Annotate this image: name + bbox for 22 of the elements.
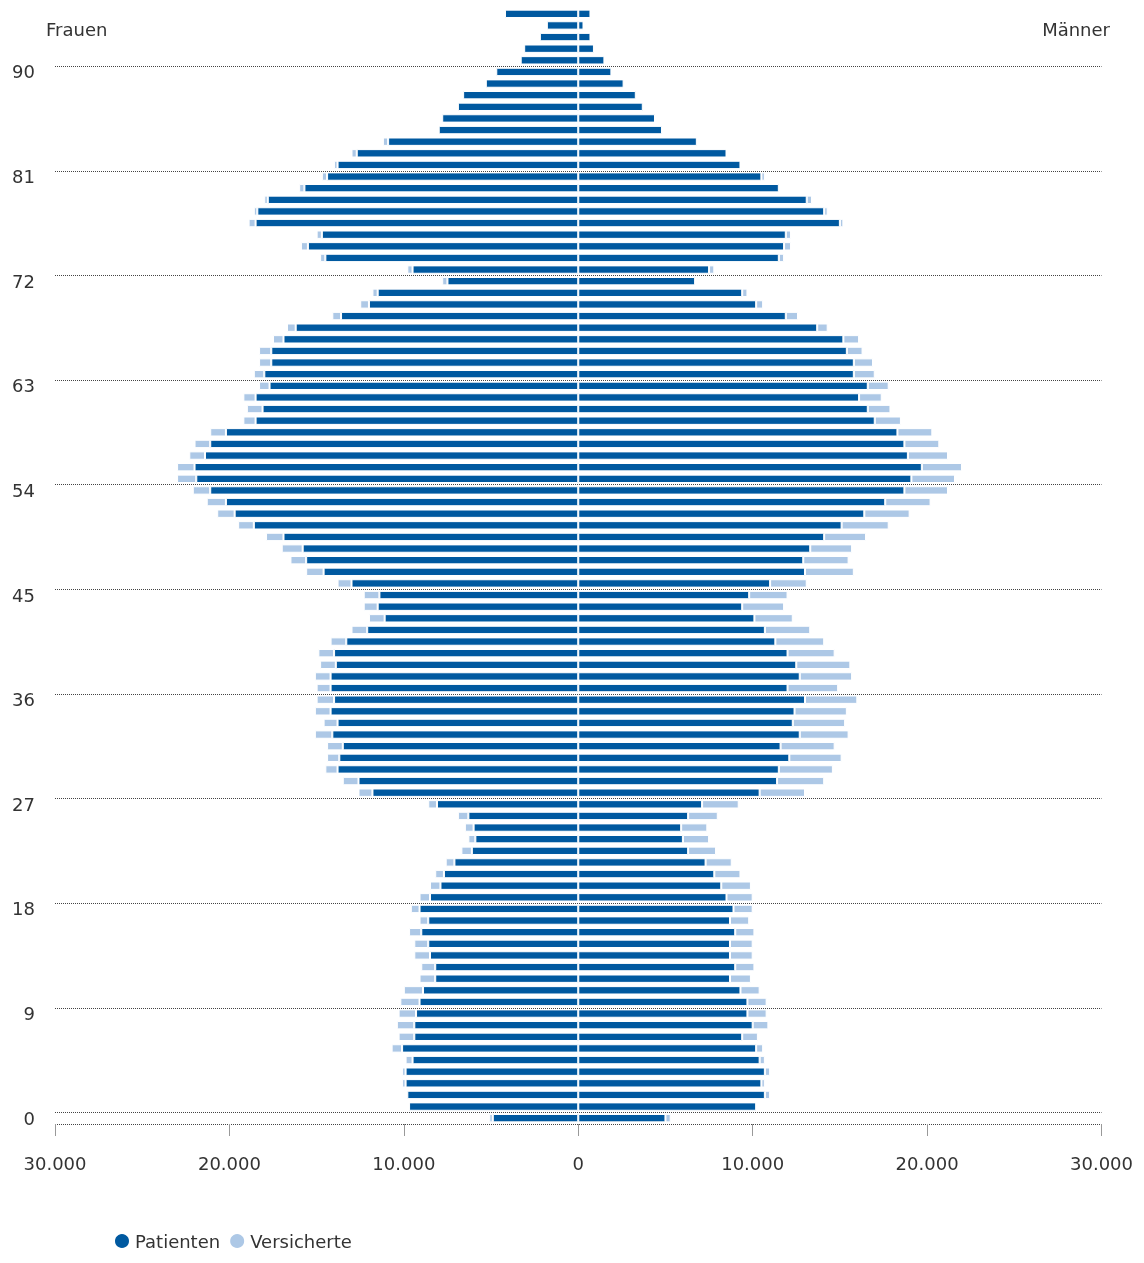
x-tick-label: 10.000 — [372, 1152, 436, 1174]
legend-label: Versicherte — [250, 1230, 352, 1252]
y-tick-label: 0 — [23, 1107, 35, 1129]
y-tick-label: 90 — [12, 61, 35, 83]
annotation: Männer — [1042, 18, 1111, 40]
y-tick-label: 54 — [12, 479, 35, 501]
x-tick-label: 0 — [572, 1152, 584, 1174]
x-tick-label: 10.000 — [721, 1152, 785, 1174]
x-tick-label: 20.000 — [895, 1152, 959, 1174]
x-tick-label: 30.000 — [23, 1152, 87, 1174]
annotation: Frauen — [46, 18, 108, 40]
y-tick-label: 27 — [12, 793, 35, 815]
y-tick-label: 72 — [12, 270, 35, 292]
legend-label: Patienten — [135, 1230, 221, 1252]
y-tick-label: 18 — [12, 898, 35, 920]
y-tick-label: 81 — [12, 166, 35, 188]
y-tick-label: 9 — [23, 1003, 35, 1025]
x-tick-label: 30.000 — [1070, 1152, 1133, 1174]
y-tick-label: 36 — [12, 689, 35, 711]
y-tick-label: 45 — [12, 584, 35, 606]
y-tick-label: 63 — [12, 375, 35, 397]
x-tick-label: 20.000 — [197, 1152, 261, 1174]
